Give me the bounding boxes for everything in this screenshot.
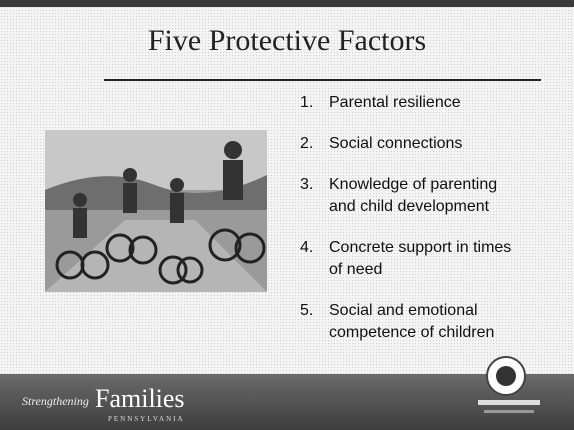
- top-bar: [0, 0, 574, 7]
- list-item: 2.Social connections: [300, 133, 511, 155]
- item-line: of need: [329, 259, 511, 281]
- list-item: 1.Parental resilience: [300, 92, 511, 114]
- item-text: Social connections: [329, 133, 462, 155]
- item-number: 5.: [300, 300, 329, 344]
- photo: [45, 130, 267, 292]
- item-number: 4.: [300, 237, 329, 281]
- title-rule: [104, 79, 541, 81]
- slide-title: Five Protective Factors: [0, 24, 574, 58]
- item-number: 2.: [300, 133, 329, 155]
- item-line: Parental resilience: [329, 92, 461, 114]
- item-text: Parental resilience: [329, 92, 461, 114]
- slide: Five Protective Factors 1.Parental resil…: [0, 0, 574, 430]
- item-line: and child development: [329, 196, 497, 218]
- brand-small: Strengthening: [22, 394, 89, 409]
- item-line: Knowledge of parenting: [329, 174, 497, 196]
- item-line: competence of children: [329, 322, 494, 344]
- item-line: Concrete support in times: [329, 237, 511, 259]
- item-line: Social connections: [329, 133, 462, 155]
- brand-state: PENNSYLVANIA: [108, 415, 185, 423]
- item-number: 3.: [300, 174, 329, 218]
- footer-bar: Strengthening Families PENNSYLVANIA: [0, 374, 574, 430]
- item-number: 1.: [300, 92, 329, 114]
- brand-large: Families: [95, 384, 185, 414]
- partner-logo: [470, 352, 550, 426]
- page: Five Protective Factors 1.Parental resil…: [0, 0, 574, 430]
- item-line: Social and emotional: [329, 300, 494, 322]
